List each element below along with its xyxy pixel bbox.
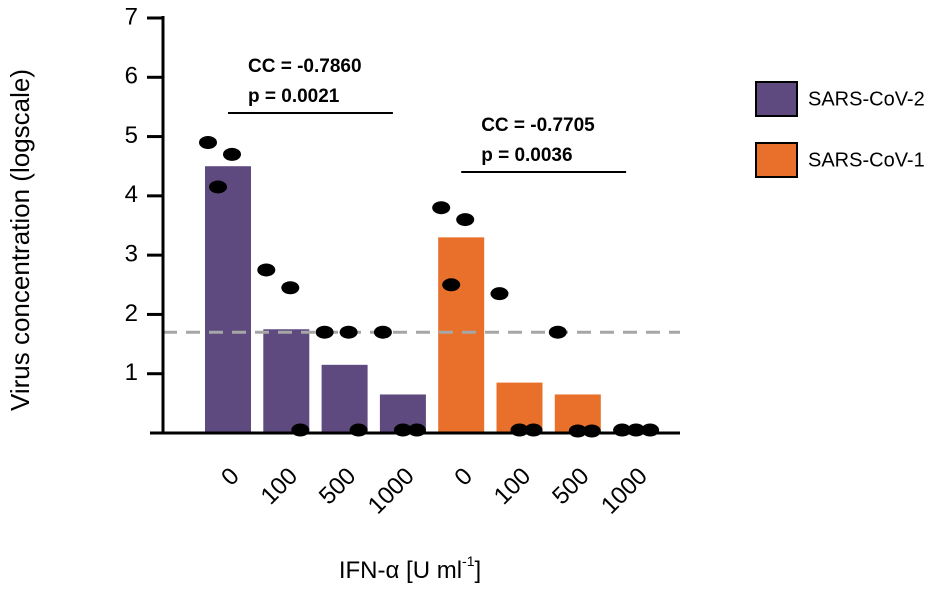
data-point bbox=[442, 278, 461, 292]
legend-label: SARS-CoV-2 bbox=[808, 88, 925, 110]
x-tick-label: 0 bbox=[449, 463, 478, 492]
bar bbox=[438, 237, 485, 433]
data-point bbox=[568, 424, 587, 438]
data-point bbox=[291, 423, 310, 437]
data-point bbox=[407, 423, 426, 437]
data-point bbox=[257, 263, 276, 277]
y-tick-label: 1 bbox=[125, 359, 138, 386]
data-point bbox=[510, 423, 529, 437]
legend-label: SARS-CoV-1 bbox=[808, 149, 925, 171]
data-point bbox=[281, 281, 300, 295]
data-point bbox=[490, 287, 509, 301]
y-tick-label: 4 bbox=[125, 181, 138, 208]
y-tick-label: 7 bbox=[125, 3, 138, 30]
data-point bbox=[393, 423, 412, 437]
x-axis-label-end: ] bbox=[474, 557, 481, 584]
data-point bbox=[373, 325, 392, 339]
bar bbox=[263, 329, 310, 433]
annotation-text: CC = -0.7860 bbox=[248, 56, 362, 77]
annotation-text: CC = -0.7705 bbox=[481, 115, 595, 136]
data-point bbox=[349, 423, 368, 437]
x-tick-label: 100 bbox=[256, 463, 303, 510]
data-point bbox=[456, 213, 475, 227]
x-axis-label-main: IFN-α [U ml bbox=[339, 557, 462, 584]
x-tick-label: 500 bbox=[547, 463, 594, 510]
x-tick-label: 1000 bbox=[363, 463, 420, 520]
data-point bbox=[641, 423, 660, 437]
data-point bbox=[315, 325, 334, 339]
data-point bbox=[199, 136, 217, 149]
y-tick-label: 2 bbox=[125, 300, 138, 327]
data-point bbox=[339, 325, 358, 339]
y-tick-label: 5 bbox=[125, 122, 138, 149]
data-point bbox=[524, 423, 543, 437]
data-point bbox=[582, 424, 601, 438]
y-tick-label: 6 bbox=[125, 63, 138, 90]
data-point bbox=[432, 201, 451, 215]
x-tick-label: 500 bbox=[314, 463, 361, 510]
annotation-text: p = 0.0036 bbox=[481, 145, 572, 166]
data-point bbox=[223, 147, 241, 161]
legend-swatch bbox=[755, 81, 798, 117]
y-axis-label: Virus concentration (logscale) bbox=[5, 69, 35, 411]
data-point bbox=[548, 325, 567, 339]
bar bbox=[321, 364, 368, 433]
x-tick-label: 0 bbox=[216, 463, 245, 492]
data-point bbox=[613, 423, 632, 437]
x-axis-label: IFN-α [U ml-1] bbox=[339, 553, 481, 585]
data-point bbox=[627, 423, 646, 437]
x-tick-label: 1000 bbox=[596, 463, 653, 520]
bar bbox=[205, 166, 251, 433]
y-tick-label: 3 bbox=[125, 240, 138, 267]
x-tick-label: 100 bbox=[489, 463, 536, 510]
annotation-text: p = 0.0021 bbox=[248, 86, 340, 107]
legend-swatch bbox=[755, 142, 798, 178]
data-point bbox=[209, 180, 227, 194]
x-axis-label-sup: -1 bbox=[462, 553, 475, 569]
